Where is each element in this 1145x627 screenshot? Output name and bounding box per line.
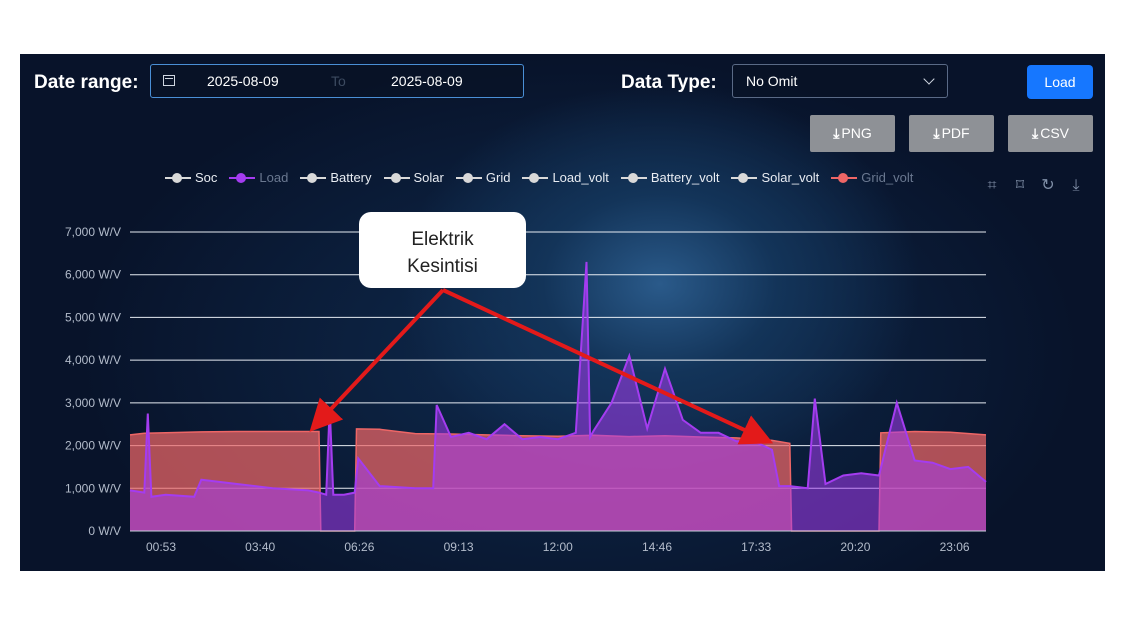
chart-panel: Date range: 2025-08-09 To 2025-08-09 Dat… [20,54,1105,571]
legend-label: Load [259,170,289,185]
export-png-button[interactable]: ⤓ PNG [810,115,895,152]
chart-legend: Soc Load Battery Solar Grid Load_volt Battery_… [165,170,925,185]
legend-marker-icon [383,172,410,184]
date-range-label: Date range: [34,72,139,93]
legend-item-load-volt[interactable]: Load_volt [522,170,609,185]
y-tick-label: 0 W/V [88,524,121,538]
calendar-icon [163,75,175,86]
annotation-line-2: Kesintisi [407,256,478,277]
series-area-load [130,261,986,531]
y-tick-label: 4,000 W/V [65,353,121,367]
data-type-label: Data Type: [621,72,717,93]
data-type-select[interactable]: No Omit [732,64,948,98]
legend-label: Soc [195,170,218,185]
series-line-load [129,261,987,498]
export-csv-label: CSV [1040,125,1069,141]
legend-label: Solar_volt [761,170,820,185]
x-tick-label: 12:00 [543,540,573,554]
x-tick-label: 14:46 [642,540,672,554]
y-tick-label: 2,000 W/V [65,439,121,453]
download-icon: ⤓ [933,125,940,141]
legend-marker-icon [620,172,647,184]
legend-item-load[interactable]: Load [229,170,288,185]
legend-item-battery-volt[interactable]: Battery_volt [620,170,720,185]
legend-item-battery[interactable]: Battery [300,170,372,185]
legend-marker-icon [300,172,327,184]
legend-marker-icon [455,172,482,184]
annotation-callout: Elektrik Kesintisi [359,212,526,288]
legend-item-soc[interactable]: Soc [165,170,217,185]
legend-label: Load_volt [552,170,609,185]
export-csv-button[interactable]: ⤓ CSV [1008,115,1093,152]
legend-label: Grid [485,170,511,185]
download-icon: ⤓ [833,125,840,141]
legend-item-solar[interactable]: Solar [383,170,444,185]
load-button[interactable]: Load [1027,65,1093,99]
legend-label: Grid_volt [861,170,914,185]
export-png-label: PNG [841,125,872,141]
save-image-icon[interactable]: ⤓ [1072,177,1080,194]
legend-label: Battery_volt [650,170,720,185]
y-tick-label: 5,000 W/V [65,310,121,324]
legend-label: Battery [330,170,372,185]
x-tick-label: 00:53 [146,540,176,554]
zoom-icon[interactable]: ⌗ [987,177,997,194]
legend-marker-icon [165,172,191,184]
date-to-input[interactable]: 2025-08-09 [391,73,463,89]
legend-marker-icon [831,172,858,184]
x-tick-label: 17:33 [741,540,771,554]
annotation-arrow-left [309,288,445,432]
x-tick-label: 20:20 [840,540,870,554]
legend-item-solar-volt[interactable]: Solar_volt [731,170,819,185]
legend-marker-icon [229,172,256,184]
legend-item-grid[interactable]: Grid [455,170,511,185]
zoom-reset-icon[interactable]: ⌑ [1015,177,1025,194]
y-tick-label: 6,000 W/V [65,268,121,282]
restore-icon[interactable]: ↻ [1041,177,1055,194]
x-tick-label: 03:40 [245,540,275,554]
date-from-input[interactable]: 2025-08-09 [207,73,279,89]
x-tick-label: 09:13 [444,540,474,554]
data-type-value: No Omit [746,73,798,89]
y-tick-label: 7,000 W/V [65,225,121,239]
legend-marker-icon [731,172,758,184]
x-tick-label: 06:26 [344,540,374,554]
date-range-picker[interactable]: 2025-08-09 To 2025-08-09 [150,64,524,98]
date-separator: To [331,73,346,89]
y-tick-label: 3,000 W/V [65,396,121,410]
annotation-arrow-right [442,288,774,445]
y-tick-label: 1,000 W/V [65,481,121,495]
legend-label: Solar [413,170,444,185]
legend-item-grid-volt[interactable]: Grid_volt [831,170,913,185]
export-pdf-label: PDF [941,125,970,141]
download-icon: ⤓ [1032,125,1039,141]
export-pdf-button[interactable]: ⤓ PDF [909,115,994,152]
x-tick-label: 23:06 [940,540,970,554]
legend-marker-icon [522,172,549,184]
annotation-line-1: Elektrik [411,229,474,250]
